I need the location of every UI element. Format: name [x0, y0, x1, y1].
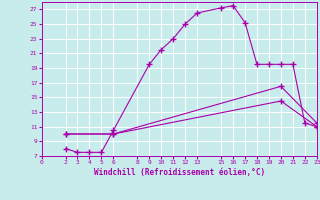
X-axis label: Windchill (Refroidissement éolien,°C): Windchill (Refroidissement éolien,°C): [94, 168, 265, 177]
